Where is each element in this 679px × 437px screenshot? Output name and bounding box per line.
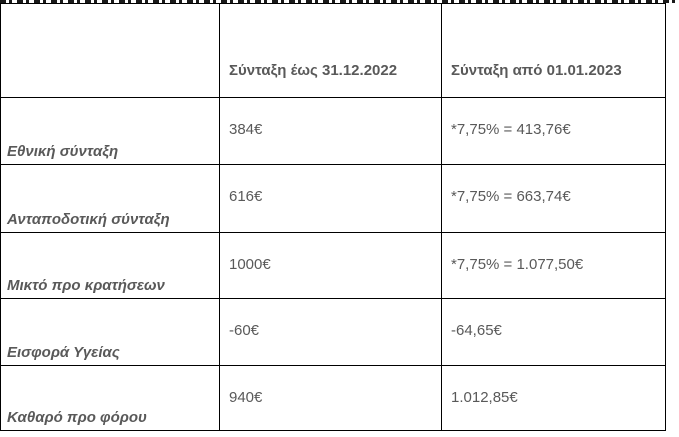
cropped-text-strip (0, 0, 679, 3)
header-until-2022: Σύνταξη έως 31.12.2022 (229, 62, 398, 79)
row-label: Καθαρό προ φόρου (7, 409, 147, 426)
row-label: Εισφορά Υγείας (7, 344, 120, 361)
row-label: Ανταποδοτική σύνταξη (7, 211, 170, 228)
header-from-2023: Σύνταξη από 01.01.2023 (451, 62, 622, 79)
table-header-row: Σύνταξη έως 31.12.2022 Σύνταξη από 01.01… (0, 3, 666, 98)
pension-comparison-table: Σύνταξη έως 31.12.2022 Σύνταξη από 01.01… (0, 3, 666, 431)
table-row: Μικτό προ κρατήσεων 1000€ *7,75% = 1.077… (0, 232, 666, 299)
header-cell-empty (0, 3, 220, 98)
table-row: Ανταποδοτική σύνταξη 616€ *7,75% = 663,7… (0, 164, 666, 233)
value-before: 940€ (229, 389, 263, 406)
row-label: Μικτό προ κρατήσεων (7, 277, 165, 294)
page-margin (667, 3, 679, 437)
value-after: *7,75% = 1.077,50€ (451, 256, 584, 273)
value-after: -64,65€ (451, 322, 502, 339)
value-before: 1000€ (229, 256, 271, 273)
value-before: -60€ (229, 322, 260, 339)
value-before: 384€ (229, 121, 263, 138)
table-row: Εισφορά Υγείας -60€ -64,65€ (0, 298, 666, 366)
value-before: 616€ (229, 188, 263, 205)
value-after: *7,75% = 663,74€ (451, 188, 571, 205)
header-cell-from-2023: Σύνταξη από 01.01.2023 (441, 3, 666, 98)
row-label: Εθνική σύνταξη (7, 143, 119, 160)
value-after: *7,75% = 413,76€ (451, 121, 571, 138)
header-cell-until-2022: Σύνταξη έως 31.12.2022 (219, 3, 442, 98)
table-row: Καθαρό προ φόρου 940€ 1.012,85€ (0, 365, 666, 431)
table-row: Εθνική σύνταξη 384€ *7,75% = 413,76€ (0, 97, 666, 165)
value-after: 1.012,85€ (451, 389, 518, 406)
